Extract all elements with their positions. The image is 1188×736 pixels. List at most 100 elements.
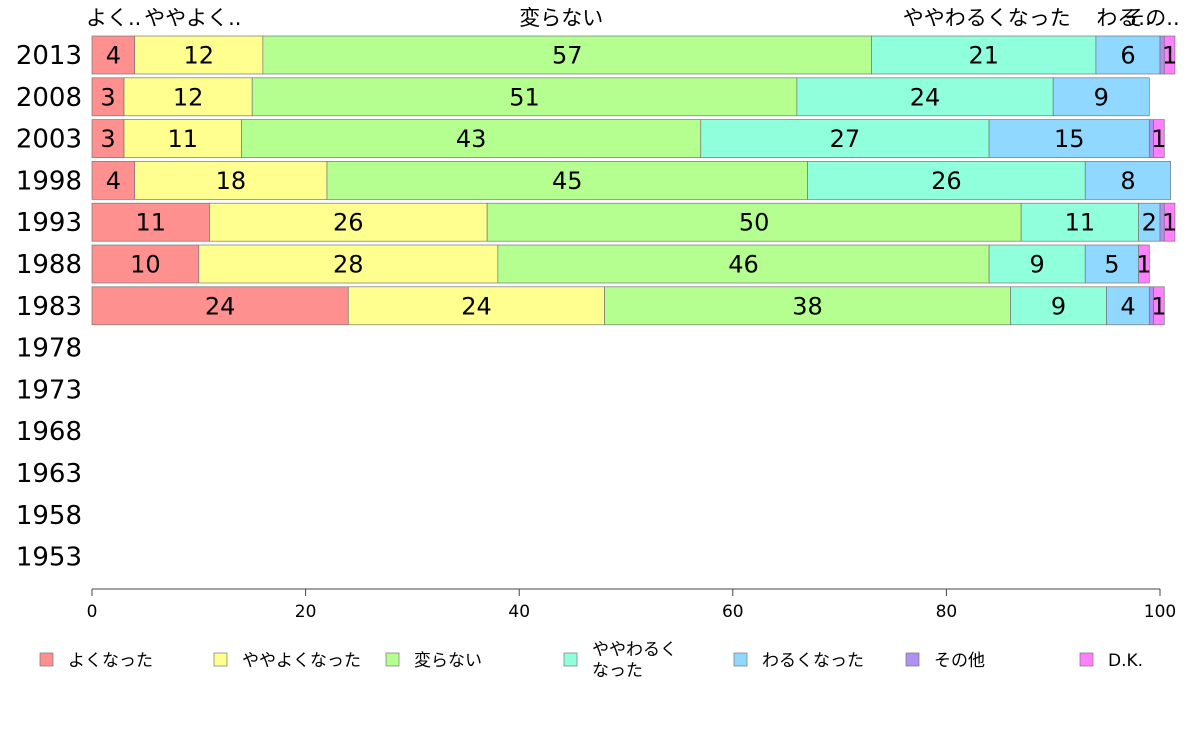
data-label-1998-s0: 4 — [106, 167, 121, 195]
y-tick-label-1963: 1963 — [16, 459, 82, 489]
year-labels-group: 2013 2008 2003 1998 1993 1988 1983 1978 1973 1968… — [16, 41, 82, 573]
data-label-1983-s6: 1 — [1151, 292, 1166, 320]
data-label-1993-s0: 11 — [135, 209, 166, 237]
bar-2013-s6 — [1163, 35, 1176, 75]
x-tick-label-80: 80 — [936, 602, 958, 622]
bar-2013-s2 — [262, 35, 872, 75]
bar-1983-s1 — [347, 286, 605, 326]
data-label-1988-s4: 5 — [1104, 251, 1119, 279]
bar-2013-s3 — [871, 35, 1097, 75]
bar-2003-s2 — [241, 119, 702, 158]
bar-1993-s6 — [1163, 202, 1176, 242]
data-label-1998-s3: 26 — [931, 167, 962, 195]
y-tick-label-2008: 2008 — [16, 83, 82, 113]
bar-2008-s2 — [251, 77, 798, 117]
top-label-1: ややよく.. — [144, 6, 241, 30]
data-label-2008-s3: 24 — [910, 83, 941, 111]
bar-2003-s4 — [988, 119, 1150, 158]
bar-1983-s6 — [1153, 286, 1165, 326]
bar-2003-s1 — [123, 119, 242, 158]
bar-2008-s4 — [1052, 77, 1150, 117]
x-axis: 0 20 40 60 80 100 — [87, 588, 1176, 622]
bar-1988-s0 — [91, 244, 200, 284]
y-tick-label-1973: 1973 — [16, 375, 82, 405]
legend-label-3-line1: なった — [592, 661, 643, 681]
bar-1998-s2 — [326, 161, 808, 200]
data-label-2013-s1: 12 — [184, 42, 215, 70]
data-label-1988-s1: 28 — [333, 251, 364, 279]
x-tick-label-20: 20 — [295, 602, 317, 622]
data-label-1993-s2: 50 — [739, 209, 770, 237]
data-label-2008-s0: 3 — [100, 83, 115, 111]
bar-1993-s3 — [1020, 202, 1139, 242]
data-label-1993-s4: 2 — [1142, 209, 1157, 237]
bar-1993-s2 — [486, 202, 1022, 242]
legend-swatch-2 — [385, 652, 400, 667]
y-tick-label-1968: 1968 — [16, 417, 82, 447]
data-label-2008-s1: 12 — [173, 83, 204, 111]
bar-1993-s1 — [209, 202, 488, 242]
bar-2003-s3 — [700, 119, 990, 158]
y-tick-label-1993: 1993 — [16, 208, 82, 238]
data-label-1993-s1: 26 — [333, 209, 364, 237]
top-label-0: よく.. — [86, 6, 141, 30]
data-label-1988-s0: 10 — [130, 251, 161, 279]
data-label-1983-s0: 24 — [205, 292, 236, 320]
bar-1998-s0 — [91, 161, 136, 200]
x-tick-label-100: 100 — [1144, 602, 1176, 622]
top-label-2: 変らない — [519, 6, 603, 30]
top-label-5: その.. — [1124, 6, 1179, 30]
bar-1998-s4 — [1084, 161, 1172, 200]
top-label-3: ややわるくなった — [903, 6, 1071, 30]
legend: よくなった ややよくなった 変らない ややわるくなった わるくなった その他 D.K. — [39, 640, 1143, 681]
legend-label-2: 変らない — [414, 651, 482, 671]
data-label-2013-s2: 57 — [552, 42, 583, 70]
data-label-2008-s2: 51 — [509, 83, 540, 111]
bar-1993-s0 — [91, 202, 210, 242]
y-tick-label-2013: 2013 — [16, 41, 82, 71]
data-label-2013-s3: 21 — [969, 42, 1000, 70]
legend-swatch-3 — [563, 652, 578, 667]
data-labels-group: 4 12 57 21 6 13 12 51 24 93 11 43 27 15 14 18 45 26 811 26 5… — [100, 42, 1177, 321]
legend-swatch-0 — [39, 652, 54, 667]
data-label-1998-s2: 45 — [552, 167, 583, 195]
x-tick-label-40: 40 — [508, 602, 530, 622]
legend-label-3-line0: ややわるく — [592, 640, 677, 660]
bar-1988-s3 — [988, 244, 1086, 284]
legend-swatch-5 — [905, 652, 920, 667]
y-tick-label-1988: 1988 — [16, 250, 82, 280]
legend-swatch-6 — [1079, 652, 1094, 667]
x-tick-label-0: 0 — [87, 602, 98, 622]
bar-1983-s0 — [91, 286, 349, 326]
bar-1983-s4 — [1106, 286, 1150, 326]
data-label-2013-s0: 4 — [106, 42, 121, 70]
y-tick-label-1953: 1953 — [16, 543, 82, 573]
data-label-1983-s4: 4 — [1120, 292, 1135, 320]
bars-group — [91, 35, 1176, 326]
legend-label-5: その他 — [934, 651, 985, 671]
data-label-2003-s3: 27 — [830, 125, 861, 153]
data-label-2003-s6: 1 — [1151, 125, 1166, 153]
legend-label-1: ややよくなった — [242, 651, 361, 671]
bar-1998-s1 — [134, 161, 328, 200]
bar-2008-s3 — [796, 77, 1054, 117]
data-label-2003-s0: 3 — [100, 125, 115, 153]
data-label-1983-s1: 24 — [461, 292, 492, 320]
y-tick-label-2003: 2003 — [16, 125, 82, 155]
legend-swatch-1 — [213, 652, 228, 667]
data-label-1998-s1: 18 — [216, 167, 247, 195]
bar-2013-s0 — [91, 35, 136, 75]
bar-1998-s3 — [807, 161, 1086, 200]
data-label-1993-s6: 1 — [1162, 209, 1177, 237]
data-label-1983-s2: 38 — [792, 292, 823, 320]
bar-1988-s1 — [198, 244, 499, 284]
data-label-2003-s4: 15 — [1054, 125, 1085, 153]
bar-1983-s3 — [1010, 286, 1107, 326]
bar-2013-s1 — [134, 35, 264, 75]
bar-2008-s1 — [123, 77, 253, 117]
y-tick-label-1998: 1998 — [16, 166, 82, 196]
bar-2003-s6 — [1153, 119, 1165, 158]
bar-2003-s0 — [91, 119, 125, 158]
